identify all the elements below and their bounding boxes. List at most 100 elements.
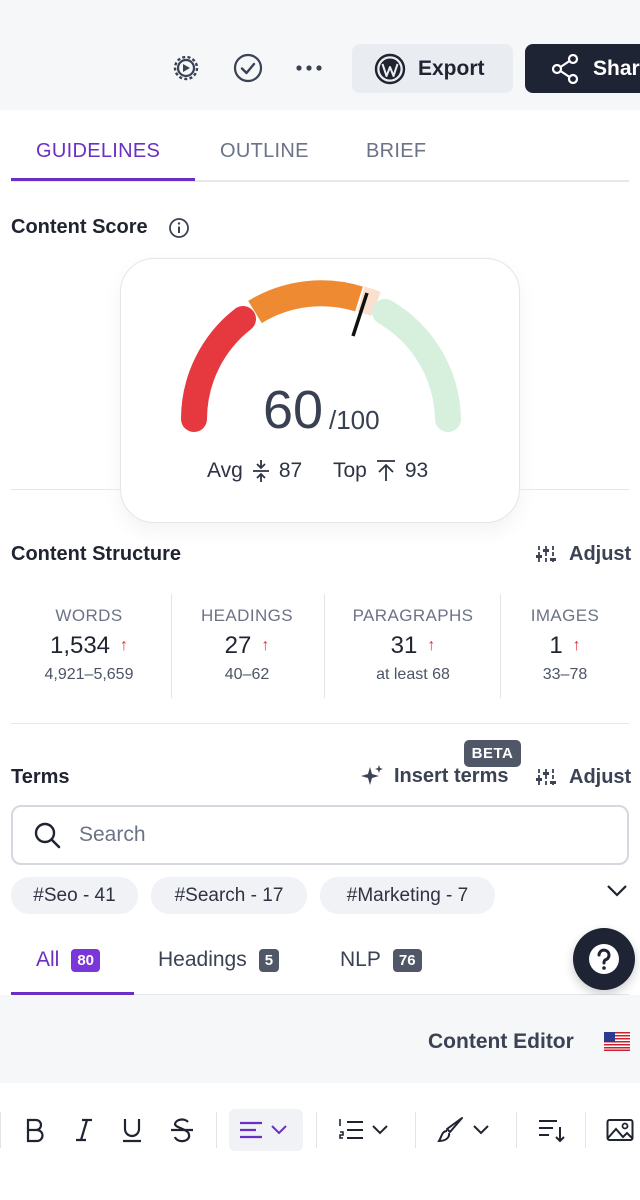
main-tabs: GUIDELINES OUTLINE BRIEF [11,122,629,182]
search-icon [34,822,61,849]
filter-tabs-divider [11,994,629,995]
stat-separator [324,594,325,698]
export-label: Export [418,56,485,80]
gauge-needle [351,292,369,337]
adjust-label: Adjust [569,543,632,565]
brush-icon [437,1117,463,1143]
term-chip[interactable]: #Seo - 41 [11,877,138,914]
stat-value: 1 [549,632,563,659]
filter-tab-nlp[interactable]: NLP 76 [340,948,422,972]
stat-label: WORDS [55,606,123,625]
active-tab-indicator [11,178,195,181]
help-button[interactable] [573,928,635,990]
stat-images: IMAGES 1 ↑ 33–78 [515,606,615,684]
beta-badge: BETA [464,740,521,767]
stat-paragraphs: PARAGRAPHS 31 ↑ at least 68 [340,606,486,684]
count-badge: 80 [71,948,101,972]
stat-label: HEADINGS [201,606,293,625]
stat-value: 1,534 [49,632,111,659]
avg-label: Avg [207,459,243,482]
toolbar-separator [516,1112,517,1148]
strikethrough-icon[interactable] [169,1114,195,1146]
underline-icon[interactable] [120,1114,144,1146]
insert-terms-button[interactable]: Insert terms [360,764,509,788]
arrow-up-icon: ↑ [572,637,581,654]
toolbar-separator [316,1112,317,1148]
top-bar: Export Shar [0,0,640,110]
chevron-down-icon [271,1125,287,1135]
more-icon[interactable] [289,48,329,88]
us-flag-icon[interactable] [604,1032,630,1056]
arrow-up-icon: ↑ [120,637,129,654]
stat-range: 40–62 [224,666,270,683]
gauge-segment-red [181,306,256,432]
divider [520,489,629,490]
term-chip[interactable]: #Search - 17 [151,877,307,914]
structure-adjust-button[interactable]: Adjust [535,543,631,566]
insert-terms-label: Insert terms [394,764,509,787]
stat-range: 4,921–5,659 [44,666,134,683]
gauge-segment-orange [248,280,363,324]
content-structure-title: Content Structure [11,543,181,565]
editor-header [0,995,640,1083]
score-max: /100 [329,405,380,435]
score-value: 60 [263,380,324,440]
italic-icon[interactable] [72,1114,96,1146]
tab-guidelines[interactable]: GUIDELINES [36,140,161,162]
numbered-list-icon [339,1119,363,1139]
toolbar-separator [415,1112,416,1148]
bold-icon[interactable] [23,1114,47,1146]
stat-separator [500,594,501,698]
share-label: Shar [593,56,640,80]
count-badge: 5 [258,948,280,972]
chevron-down-icon [473,1125,489,1135]
filter-tab-all[interactable]: All 80 [36,948,101,972]
divider [11,489,120,490]
terms-adjust-button[interactable]: Adjust [535,766,631,789]
info-icon[interactable] [168,217,190,244]
content-score-title: Content Score [11,216,148,238]
divider [11,723,629,724]
arrow-up-icon: ↑ [261,637,270,654]
image-icon[interactable] [606,1114,634,1146]
filter-tab-headings[interactable]: Headings 5 [158,948,280,972]
sliders-icon [536,545,556,564]
stat-value: 27 [224,632,252,659]
adjust-label: Adjust [569,766,632,788]
tab-brief[interactable]: BRIEF [366,140,427,162]
align-left-icon [240,1121,262,1139]
count-badge: 76 [392,948,422,972]
share-button[interactable]: Shar [525,44,640,93]
align-dropdown[interactable] [238,1114,288,1146]
chevron-down-icon [372,1125,388,1135]
settings-icon[interactable] [166,48,206,88]
filter-label: Headings [158,948,247,971]
avg-icon [252,460,269,482]
list-dropdown[interactable] [337,1114,389,1146]
arrow-up-icon: ↑ [427,637,436,654]
filter-label: All [36,948,60,971]
stat-separator [171,594,172,698]
content-editor-label: Content Editor [428,1030,574,1053]
highlight-dropdown[interactable] [436,1114,490,1146]
terms-title: Terms [11,766,70,788]
tab-outline[interactable]: OUTLINE [220,140,309,162]
chevron-down-icon[interactable] [606,884,628,903]
search-input[interactable] [79,823,599,847]
terms-search [11,805,629,865]
toolbar-separator [585,1112,586,1148]
content-score-gauge: 60 /100 Avg 87 Top 93 [120,258,520,523]
avg-score: Avg 87 [207,459,302,483]
check-circle-icon[interactable] [228,48,268,88]
term-chip[interactable]: #Marketing - 7 [320,877,495,914]
stat-value: 31 [390,632,418,659]
top-label: Top [333,459,367,482]
stat-range: 33–78 [542,666,588,683]
score-gauge-arc [181,280,461,432]
gauge-segment-green [372,299,461,432]
export-button[interactable]: Export [352,44,513,93]
toolbar-separator [216,1112,217,1148]
sliders-icon [536,768,556,787]
sort-icon[interactable] [537,1114,565,1146]
top-icon [376,460,395,481]
